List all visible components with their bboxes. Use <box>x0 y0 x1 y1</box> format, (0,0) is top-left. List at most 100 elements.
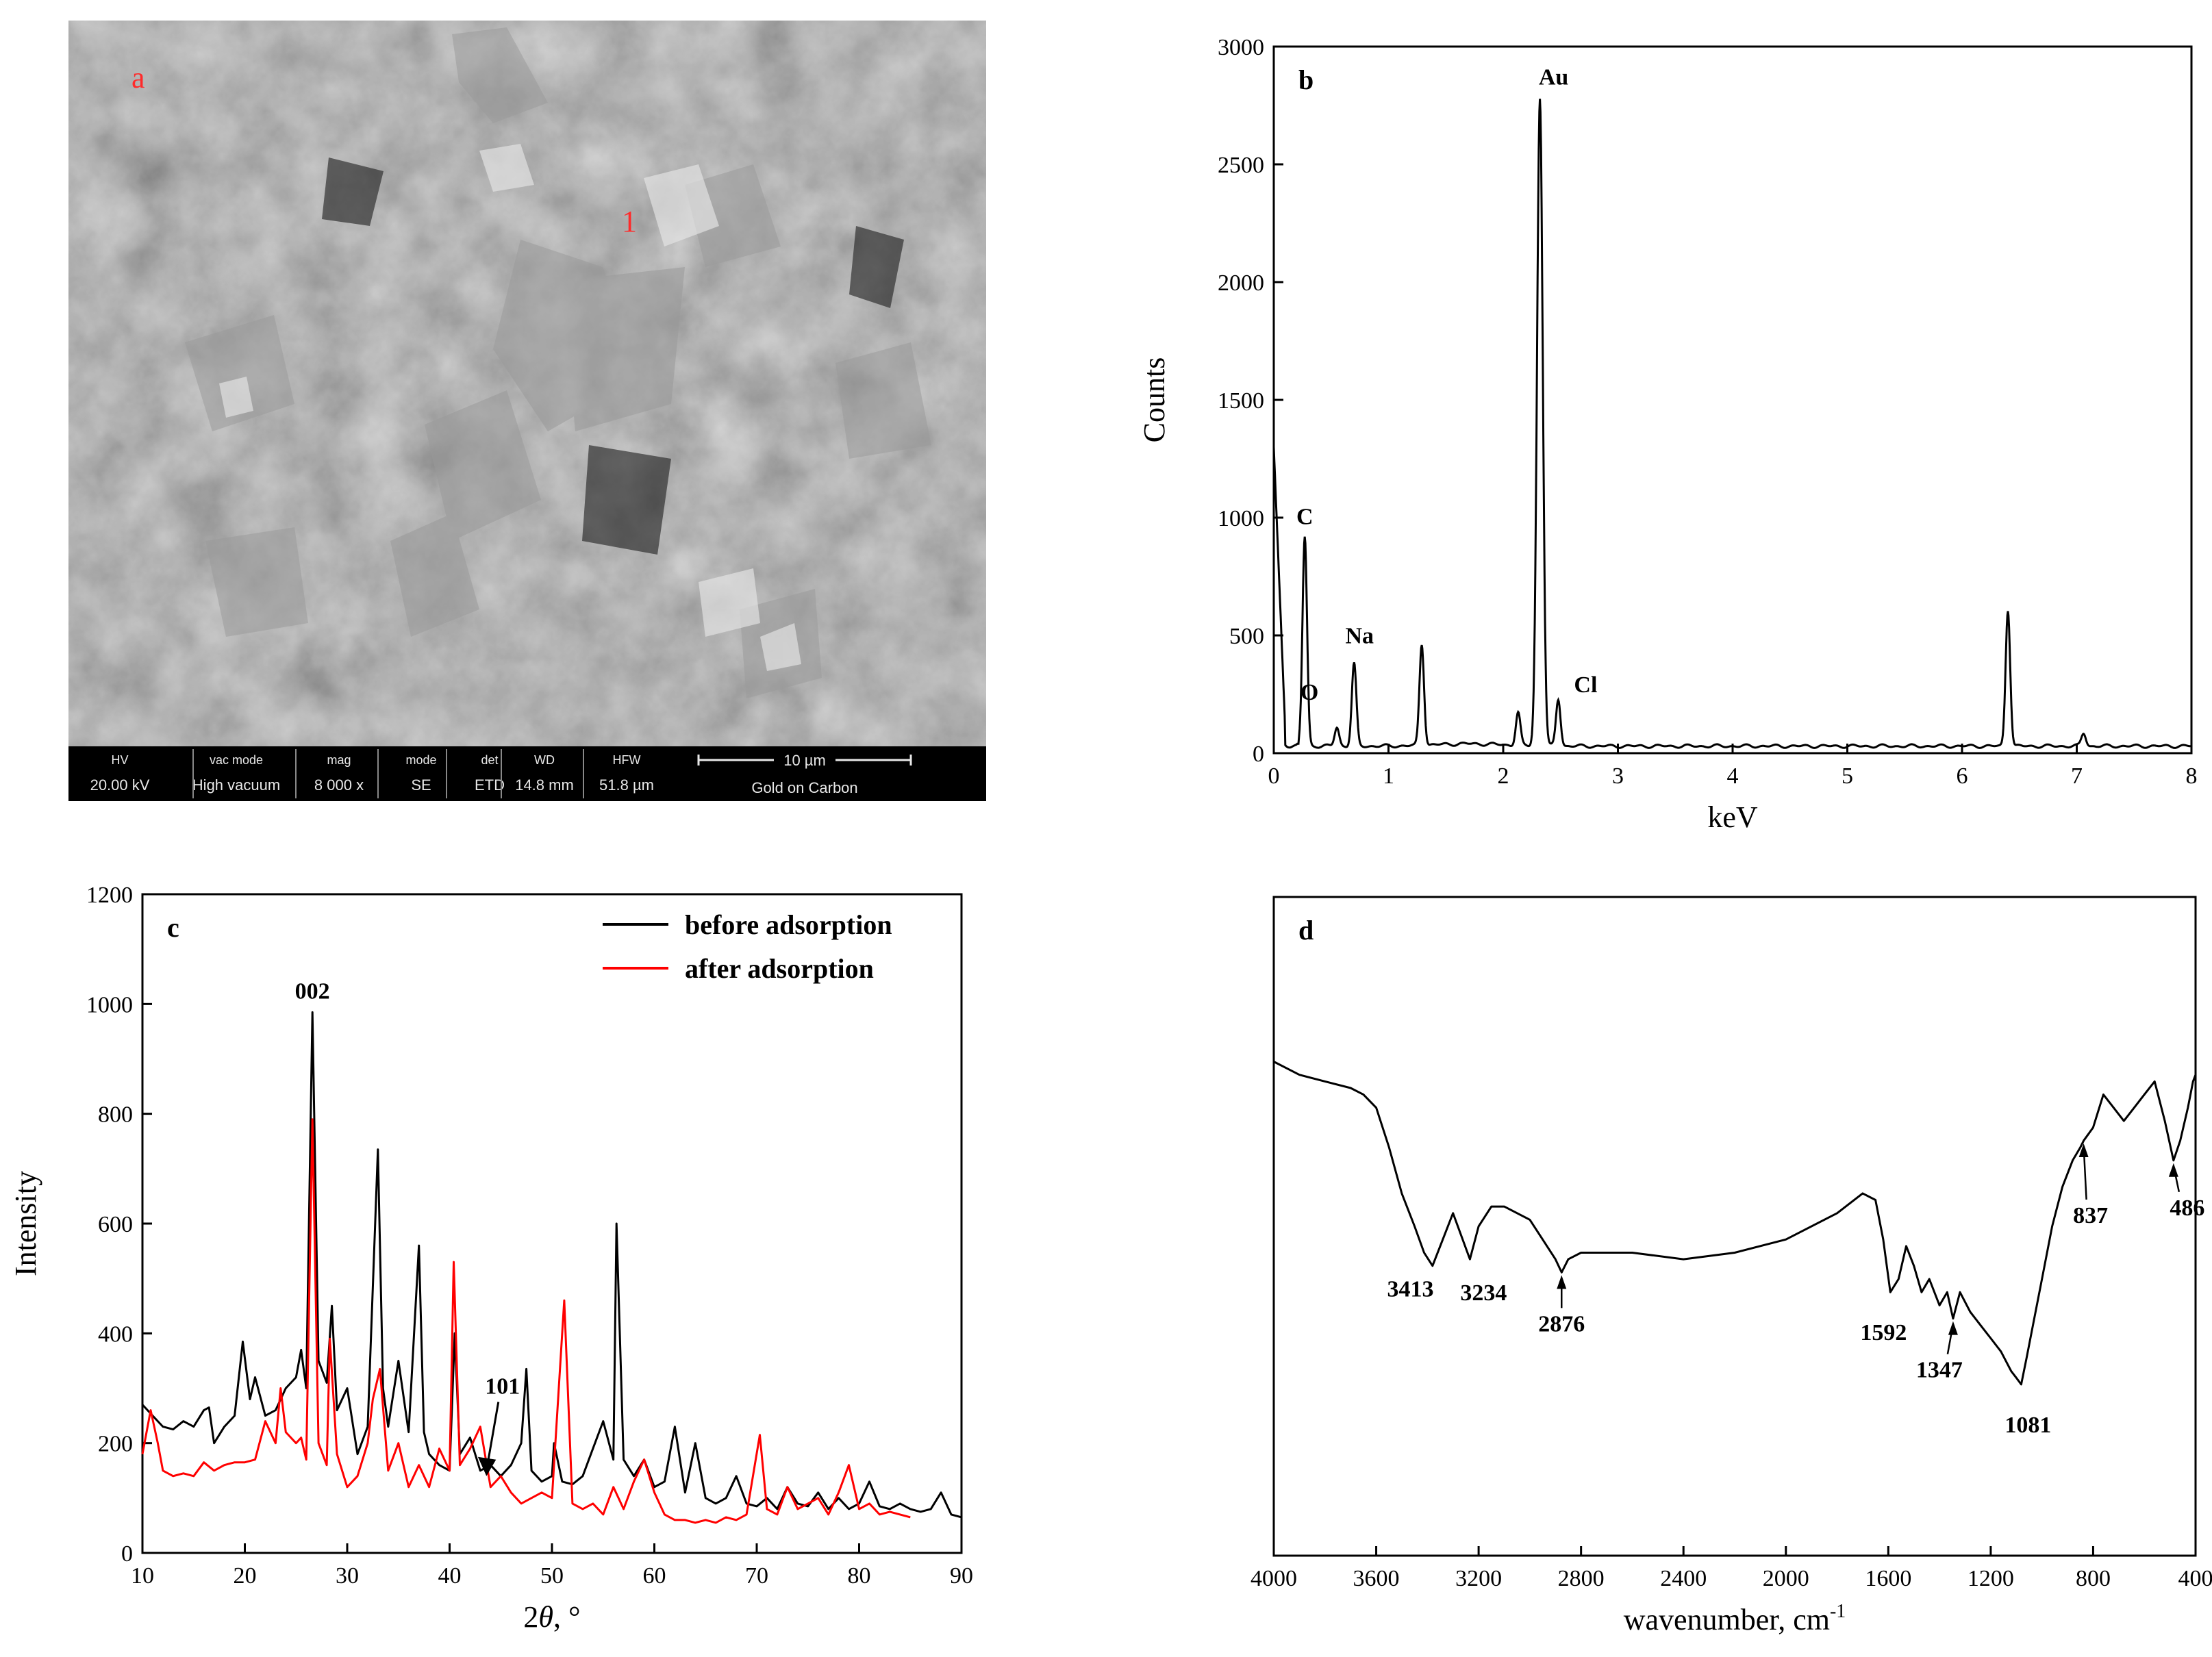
y-tick-label: 1000 <box>86 992 133 1017</box>
x-tick-label: 2400 <box>1660 1566 1707 1591</box>
sem-point-label: 1 <box>622 205 637 238</box>
y-tick-label: 0 <box>121 1541 133 1567</box>
y-tick-label: 500 <box>1229 624 1264 649</box>
x-axis-label: 2θ, ° <box>523 1600 580 1634</box>
x-tick-label: 0 <box>1268 763 1280 789</box>
sem-info-value: 51.8 µm <box>599 776 654 794</box>
x-tick-label: 30 <box>336 1563 359 1589</box>
sem-image: a 1 HV 20.00 kV vac mode High vacuum mag 8 00… <box>68 21 986 801</box>
x-tick-label: 2000 <box>1763 1566 1809 1591</box>
panel-label: b <box>1298 64 1314 95</box>
x-tick-label: 3600 <box>1353 1566 1400 1591</box>
x-tick-label: 400 <box>2178 1566 2212 1591</box>
eds-chart: 0 1 2 3 4 5 6 7 8 0 500 1000 1500 2000 2500 3000 keV Coun… <box>1123 14 2212 863</box>
series-line-after <box>142 1120 910 1523</box>
band-annotation: 1347 <box>1916 1358 1963 1383</box>
x-tick-label: 1 <box>1383 763 1394 789</box>
peak-label: C <box>1296 505 1314 530</box>
y-axis-label: Counts <box>1138 357 1171 443</box>
annotation-arrow-head <box>478 1457 496 1476</box>
plot-frame <box>1274 47 2191 753</box>
y-tick-label: 0 <box>1253 742 1264 767</box>
panel-b-eds: 0 1 2 3 4 5 6 7 8 0 500 1000 1500 2000 2500 3000 keV Coun… <box>1123 14 2212 863</box>
x-tick-label: 1200 <box>1968 1566 2014 1591</box>
annotation-arrow-head <box>1948 1321 1958 1335</box>
x-tick-label: 1600 <box>1865 1566 1911 1591</box>
sem-scale-text: 10 µm <box>783 752 826 769</box>
eds-spectrum-line <box>1274 99 2191 748</box>
x-tick-label: 90 <box>950 1563 973 1589</box>
peak-annotation: 101 <box>485 1374 520 1400</box>
sem-info-value: 14.8 mm <box>515 776 574 794</box>
band-annotation: 3234 <box>1460 1280 1507 1306</box>
x-tick-label: 4 <box>1727 763 1739 789</box>
plot-frame <box>142 894 962 1553</box>
band-annotation: 1592 <box>1860 1320 1907 1345</box>
x-tick-label: 20 <box>234 1563 257 1589</box>
x-tick-label: 50 <box>540 1563 564 1589</box>
band-annotation: 3413 <box>1387 1276 1433 1302</box>
sem-info-value: SE <box>411 776 431 794</box>
y-tick-label: 2500 <box>1218 153 1264 178</box>
peak-label: Cl <box>1574 672 1597 698</box>
y-axis-label: Intensity <box>9 1171 42 1276</box>
x-axis-label: wavenumber, cm-1 <box>1624 1601 1846 1636</box>
x-tick-label: 5 <box>1842 763 1853 789</box>
y-tick-label: 1000 <box>1218 506 1264 531</box>
y-tick-label: 1500 <box>1218 388 1264 414</box>
sem-info-label: mag <box>327 753 351 767</box>
y-tick-label: 400 <box>98 1321 133 1347</box>
sem-info-value: 8 000 x <box>314 776 364 794</box>
x-tick-label: 80 <box>848 1563 871 1589</box>
x-axis-label: keV <box>1707 800 1758 834</box>
sem-info-bar: HV 20.00 kV vac mode High vacuum mag 8 000 x m… <box>68 746 986 801</box>
x-tick-label: 40 <box>438 1563 462 1589</box>
annotation-arrow-head <box>1557 1275 1566 1289</box>
band-annotation: 2876 <box>1538 1311 1585 1337</box>
band-annotation: 837 <box>2073 1203 2108 1228</box>
y-tick-label: 600 <box>98 1212 133 1237</box>
sem-info-value: 20.00 kV <box>90 776 150 794</box>
y-tick-label: 200 <box>98 1432 133 1457</box>
sem-info-label: WD <box>534 753 555 767</box>
x-tick-label: 3200 <box>1455 1566 1502 1591</box>
sem-info-value: High vacuum <box>192 776 280 794</box>
y-tick-label: 1200 <box>86 883 133 908</box>
x-tick-label: 10 <box>131 1563 154 1589</box>
y-tick-label: 3000 <box>1218 35 1264 60</box>
x-tick-label: 70 <box>745 1563 768 1589</box>
annotation-arrow-head <box>2169 1163 2178 1177</box>
x-tick-label: 7 <box>2071 763 2083 789</box>
panel-a-sem: a 1 HV 20.00 kV vac mode High vacuum mag 8 00… <box>68 21 986 801</box>
sem-info-label: HFW <box>613 753 641 767</box>
sem-info-label: mode <box>405 753 436 767</box>
band-annotation: 1081 <box>2004 1413 2051 1438</box>
sem-info-label: vac mode <box>210 753 263 767</box>
x-tick-label: 800 <box>2076 1566 2111 1591</box>
peak-label: O <box>1300 680 1318 705</box>
sem-coating-text: Gold on Carbon <box>751 779 857 796</box>
sem-info-label: HV <box>111 753 128 767</box>
x-tick-label: 8 <box>2186 763 2198 789</box>
legend-label: before adsorption <box>685 909 892 940</box>
x-tick-label: 2 <box>1498 763 1509 789</box>
sem-info-label: det <box>481 753 498 767</box>
x-tick-label: 60 <box>643 1563 666 1589</box>
plot-frame <box>1274 897 2196 1556</box>
ftir-spectrum-line <box>1274 1062 2196 1384</box>
sem-panel-label: a <box>131 61 145 94</box>
y-tick-label: 2000 <box>1218 270 1264 296</box>
legend-label: after adsorption <box>685 953 874 984</box>
panel-label: d <box>1298 915 1314 946</box>
x-tick-label: 6 <box>1957 763 1968 789</box>
x-tick-label: 3 <box>1612 763 1624 789</box>
peak-label: Au <box>1539 65 1568 90</box>
panel-label: c <box>167 912 179 943</box>
peak-annotation: 002 <box>295 978 330 1004</box>
series-line-before <box>142 1012 962 1517</box>
x-tick-label: 2800 <box>1558 1566 1605 1591</box>
